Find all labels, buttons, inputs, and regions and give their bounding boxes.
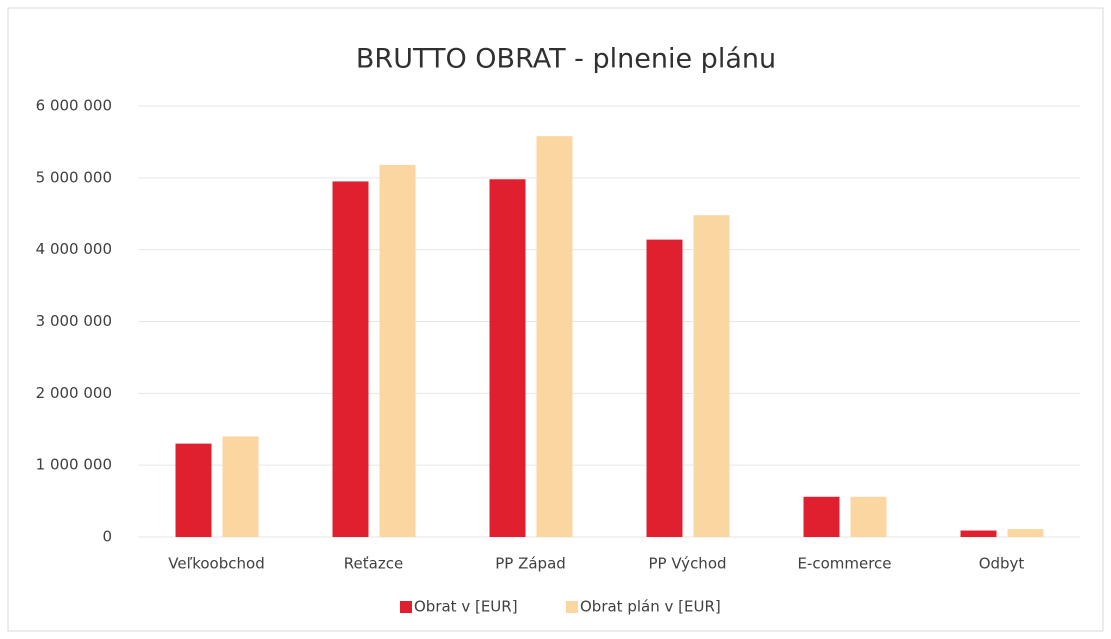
bar bbox=[379, 164, 416, 538]
x-tick-label: PP Východ bbox=[648, 555, 726, 573]
x-tick-label: Veľkoobchod bbox=[168, 555, 264, 573]
y-tick-label: 4 000 000 bbox=[36, 240, 112, 258]
bar bbox=[489, 179, 526, 537]
bar bbox=[332, 181, 369, 538]
y-tick-label: 3 000 000 bbox=[36, 312, 112, 330]
legend-swatch bbox=[566, 601, 578, 613]
bar bbox=[536, 136, 573, 538]
y-tick-label: 1 000 000 bbox=[36, 456, 112, 474]
legend-swatch bbox=[400, 601, 412, 613]
bar bbox=[803, 496, 840, 537]
bar bbox=[960, 530, 997, 537]
bar bbox=[222, 436, 259, 537]
x-tick-label: Reťazce bbox=[344, 555, 403, 573]
bar bbox=[646, 239, 683, 538]
x-tick-label: E-commerce bbox=[797, 555, 891, 573]
y-tick-label: 0 bbox=[102, 528, 112, 546]
y-tick-label: 5 000 000 bbox=[36, 168, 112, 186]
bar bbox=[850, 496, 887, 537]
legend-label: Obrat v [EUR] bbox=[414, 598, 518, 616]
chart-title: BRUTTO OBRAT - plnenie plánu bbox=[356, 44, 776, 75]
legend-label: Obrat plán v [EUR] bbox=[580, 598, 721, 616]
y-tick-label: 2 000 000 bbox=[36, 384, 112, 402]
bar bbox=[1007, 529, 1044, 537]
y-tick-label: 6 000 000 bbox=[36, 97, 112, 115]
bar bbox=[175, 443, 212, 537]
x-tick-label: Odbyt bbox=[979, 555, 1025, 573]
x-tick-label: PP Západ bbox=[495, 555, 566, 573]
bar bbox=[693, 215, 730, 538]
